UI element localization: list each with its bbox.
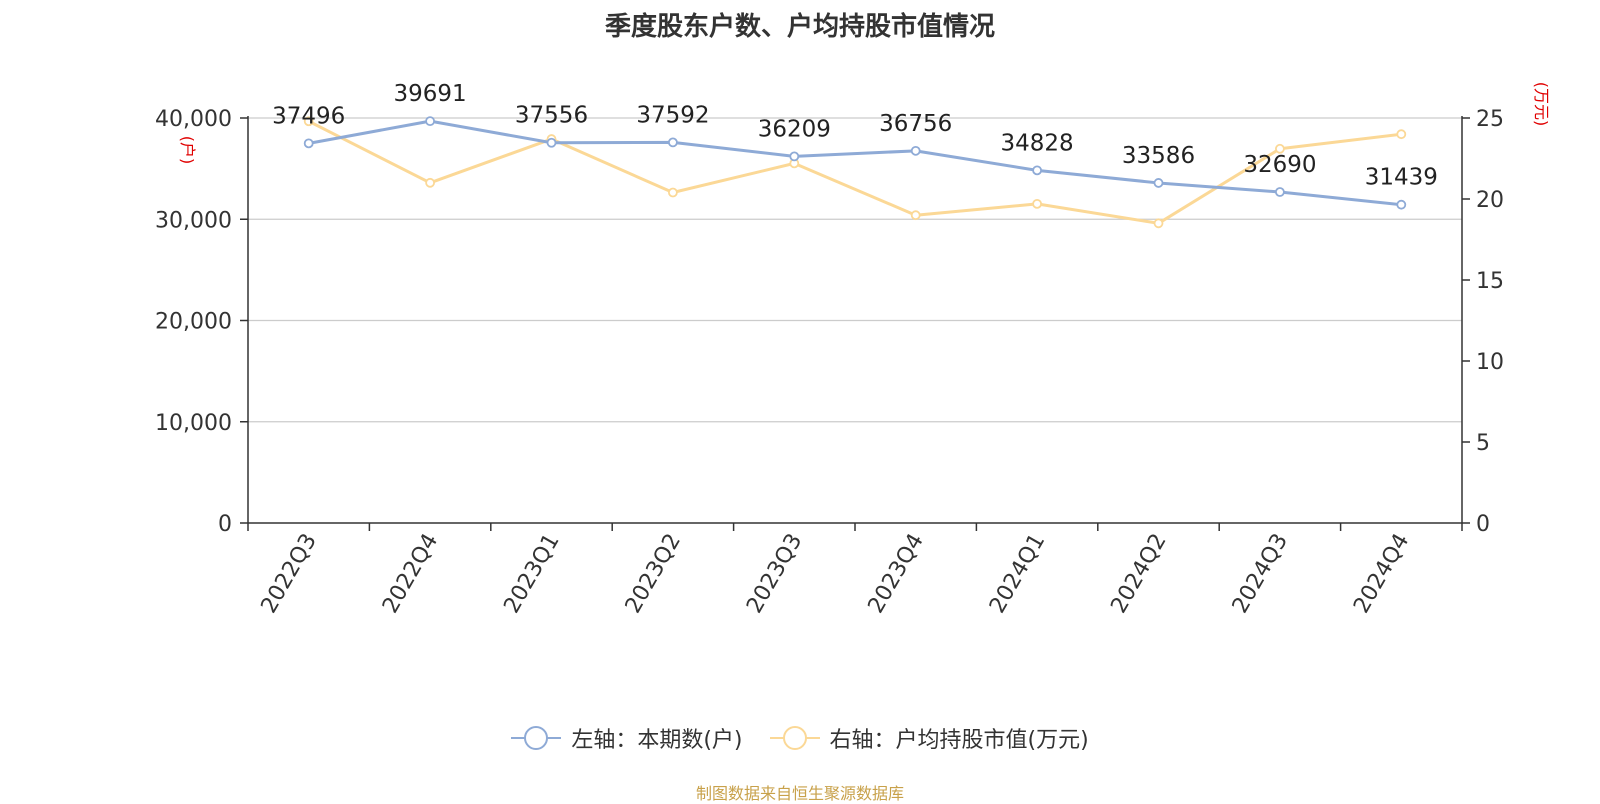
data-label: 34828 [1001, 130, 1074, 156]
data-labels: 37496 39691 37556 37592 36209 36756 34828 33586… [272, 81, 1438, 191]
legend-item-left[interactable]: 左轴：本期数(户) [511, 722, 743, 754]
data-label: 37496 [272, 103, 345, 129]
data-point-left [789, 151, 800, 162]
data-label: 31439 [1365, 165, 1438, 191]
x-tick-label: 2023Q4 [864, 530, 929, 618]
x-tick-label: 2024Q4 [1349, 530, 1414, 618]
data-label: 37592 [636, 102, 709, 128]
x-tick-label: 2023Q2 [621, 530, 686, 618]
y-left-tick-label: 10,000 [155, 411, 232, 436]
data-point-right [668, 187, 678, 198]
y-right-tick-label: 15 [1476, 269, 1504, 294]
data-label: 36209 [758, 116, 831, 142]
series [303, 116, 1407, 229]
legend-item-right[interactable]: 右轴：户均持股市值(万元) [769, 722, 1089, 754]
data-point-right [1153, 218, 1164, 229]
x-tick-label: 2022Q4 [378, 530, 443, 618]
legend-marker-right [769, 726, 820, 750]
legend-label-left: 左轴：本期数(户) [571, 728, 743, 753]
x-tick-label: 2022Q3 [257, 530, 322, 618]
y-right-tick-label: 5 [1476, 431, 1490, 456]
x-tick-label: 2023Q3 [742, 530, 807, 618]
data-point-left [425, 116, 436, 127]
x-tick-label: 2024Q1 [985, 530, 1050, 618]
y-left-tick-label: 30,000 [155, 208, 232, 233]
line-chart: 0 10,000 20,000 30,000 40,000 0 5 10 15 20 25 (户) (万… [155, 81, 1551, 618]
data-point-left [910, 145, 921, 156]
y-right-tick-label: 20 [1476, 188, 1504, 213]
data-point-right [1275, 143, 1285, 154]
chart-title: 季度股东户数、户均持股市值情况 [604, 12, 995, 42]
data-label: 33586 [1122, 143, 1195, 169]
series-line-left [308, 119, 1402, 207]
data-point-left [1275, 187, 1285, 197]
data-point-right [1396, 129, 1407, 140]
data-point-left [1032, 165, 1042, 176]
data-point-left [303, 138, 314, 149]
legend-label-right: 右轴：户均持股市值(万元) [829, 728, 1089, 753]
y-left-tick-label: 0 [218, 512, 232, 537]
data-point-right [1032, 198, 1042, 209]
data-point-left [1153, 178, 1164, 188]
y-left-axis-label: (户) [178, 136, 197, 165]
gridlines [248, 117, 1462, 423]
x-tick-label: 2024Q2 [1106, 530, 1171, 618]
y-right-axis-label: (万元) [1532, 82, 1551, 127]
data-label: 37556 [515, 103, 588, 129]
data-point-left [1396, 199, 1407, 210]
legend: 左轴：本期数(户) 右轴：户均持股市值(万元) [0, 722, 1600, 756]
series-line-right [308, 119, 1402, 225]
data-label: 36756 [879, 111, 952, 137]
y-left-tick-label: 20,000 [155, 310, 232, 335]
data-point-left [668, 137, 678, 148]
legend-marker-left [511, 726, 562, 750]
data-label: 39691 [394, 81, 467, 107]
x-tick-label: 2023Q1 [499, 530, 564, 618]
data-point-right [425, 177, 436, 188]
y-right-tick-label: 10 [1476, 350, 1504, 375]
y-right-tick-label: 0 [1476, 512, 1490, 537]
data-point-left [546, 137, 557, 148]
data-point-right [910, 210, 921, 221]
x-tick-label: 2024Q3 [1228, 530, 1293, 618]
data-point-right [303, 116, 314, 127]
y-right-tick-label: 25 [1476, 107, 1504, 132]
axes: 0 10,000 20,000 30,000 40,000 0 5 10 15 20 25 (户) (万… [155, 82, 1551, 618]
data-source-note: 制图数据来自恒生聚源数据库 [695, 784, 904, 803]
y-left-tick-label: 40,000 [155, 107, 232, 132]
data-label: 32690 [1243, 152, 1316, 178]
